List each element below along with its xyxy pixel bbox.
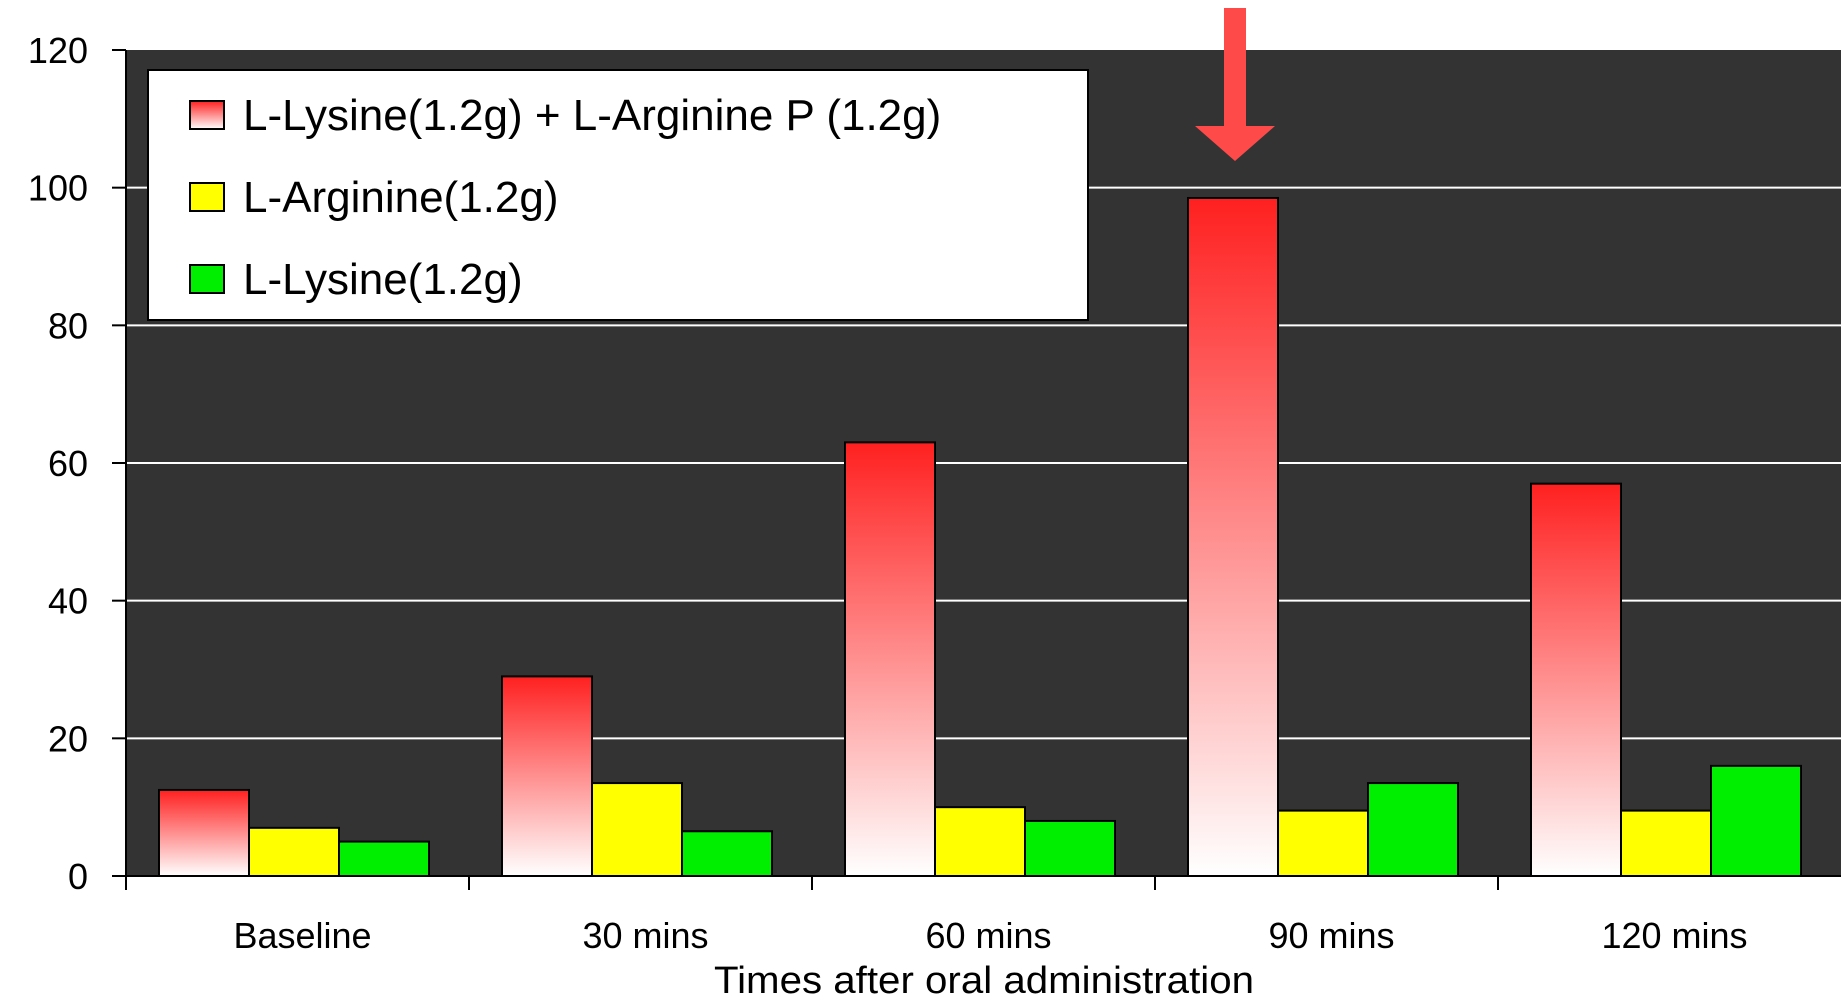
x-tick-label: 60 mins bbox=[925, 915, 1051, 956]
x-tick-label: 120 mins bbox=[1601, 915, 1747, 956]
bar-60-mins-series-1 bbox=[844, 441, 936, 877]
bar-30-mins-series-3 bbox=[681, 830, 773, 878]
bar-90-mins-series-2 bbox=[1277, 809, 1369, 878]
legend-swatch-series-1 bbox=[189, 100, 225, 130]
x-tick-label: 90 mins bbox=[1268, 915, 1394, 956]
bar-30-mins-series-2 bbox=[591, 782, 683, 878]
y-tick-label: 60 bbox=[48, 443, 88, 484]
bar-90-mins-series-3 bbox=[1367, 782, 1459, 878]
bar-baseline-series-1 bbox=[158, 788, 250, 877]
arrow-annotation bbox=[1195, 8, 1275, 161]
bar-120-mins-series-3 bbox=[1710, 764, 1802, 877]
bar-120-mins-series-2 bbox=[1620, 809, 1712, 878]
x-axis-ticks: Baseline 30 mins 60 mins 90 mins 120 mins bbox=[125, 876, 1748, 956]
y-tick-label: 20 bbox=[48, 718, 88, 759]
bar-60-mins-series-2 bbox=[934, 806, 1026, 878]
y-tick-label: 40 bbox=[48, 581, 88, 622]
legend-box bbox=[147, 69, 1089, 321]
bar-120-mins-series-1 bbox=[1530, 482, 1622, 877]
y-tick-label: 120 bbox=[28, 30, 88, 71]
bar-baseline-series-2 bbox=[248, 826, 340, 877]
legend-swatch-series-3 bbox=[189, 264, 225, 294]
x-tick-label: Baseline bbox=[233, 915, 371, 956]
legend-label-series-2: L-Arginine(1.2g) bbox=[243, 173, 559, 222]
legend-swatch-series-2 bbox=[189, 182, 225, 212]
y-tick-label: 100 bbox=[28, 168, 88, 209]
legend: L-Lysine(1.2g) + L-Arginine P (1.2g) L-Ar… bbox=[147, 69, 1089, 321]
legend-label-series-3: L-Lysine(1.2g) bbox=[243, 255, 523, 304]
bar-60-mins-series-3 bbox=[1024, 819, 1116, 878]
y-axis-ticks: 0 20 40 60 80 100 120 bbox=[28, 30, 126, 897]
y-tick-label: 0 bbox=[68, 856, 88, 897]
bar-baseline-series-3 bbox=[338, 840, 430, 877]
bar-90-mins-series-1 bbox=[1187, 196, 1279, 878]
down-arrow-icon bbox=[1195, 8, 1275, 161]
x-axis-title: Times after oral administration bbox=[714, 960, 1254, 1000]
legend-label-series-1: L-Lysine(1.2g) + L-Arginine P (1.2g) bbox=[243, 91, 941, 140]
bars bbox=[158, 196, 1802, 878]
y-tick-label: 80 bbox=[48, 305, 88, 346]
x-tick-label: 30 mins bbox=[582, 915, 708, 956]
bar-30-mins-series-1 bbox=[501, 675, 593, 878]
